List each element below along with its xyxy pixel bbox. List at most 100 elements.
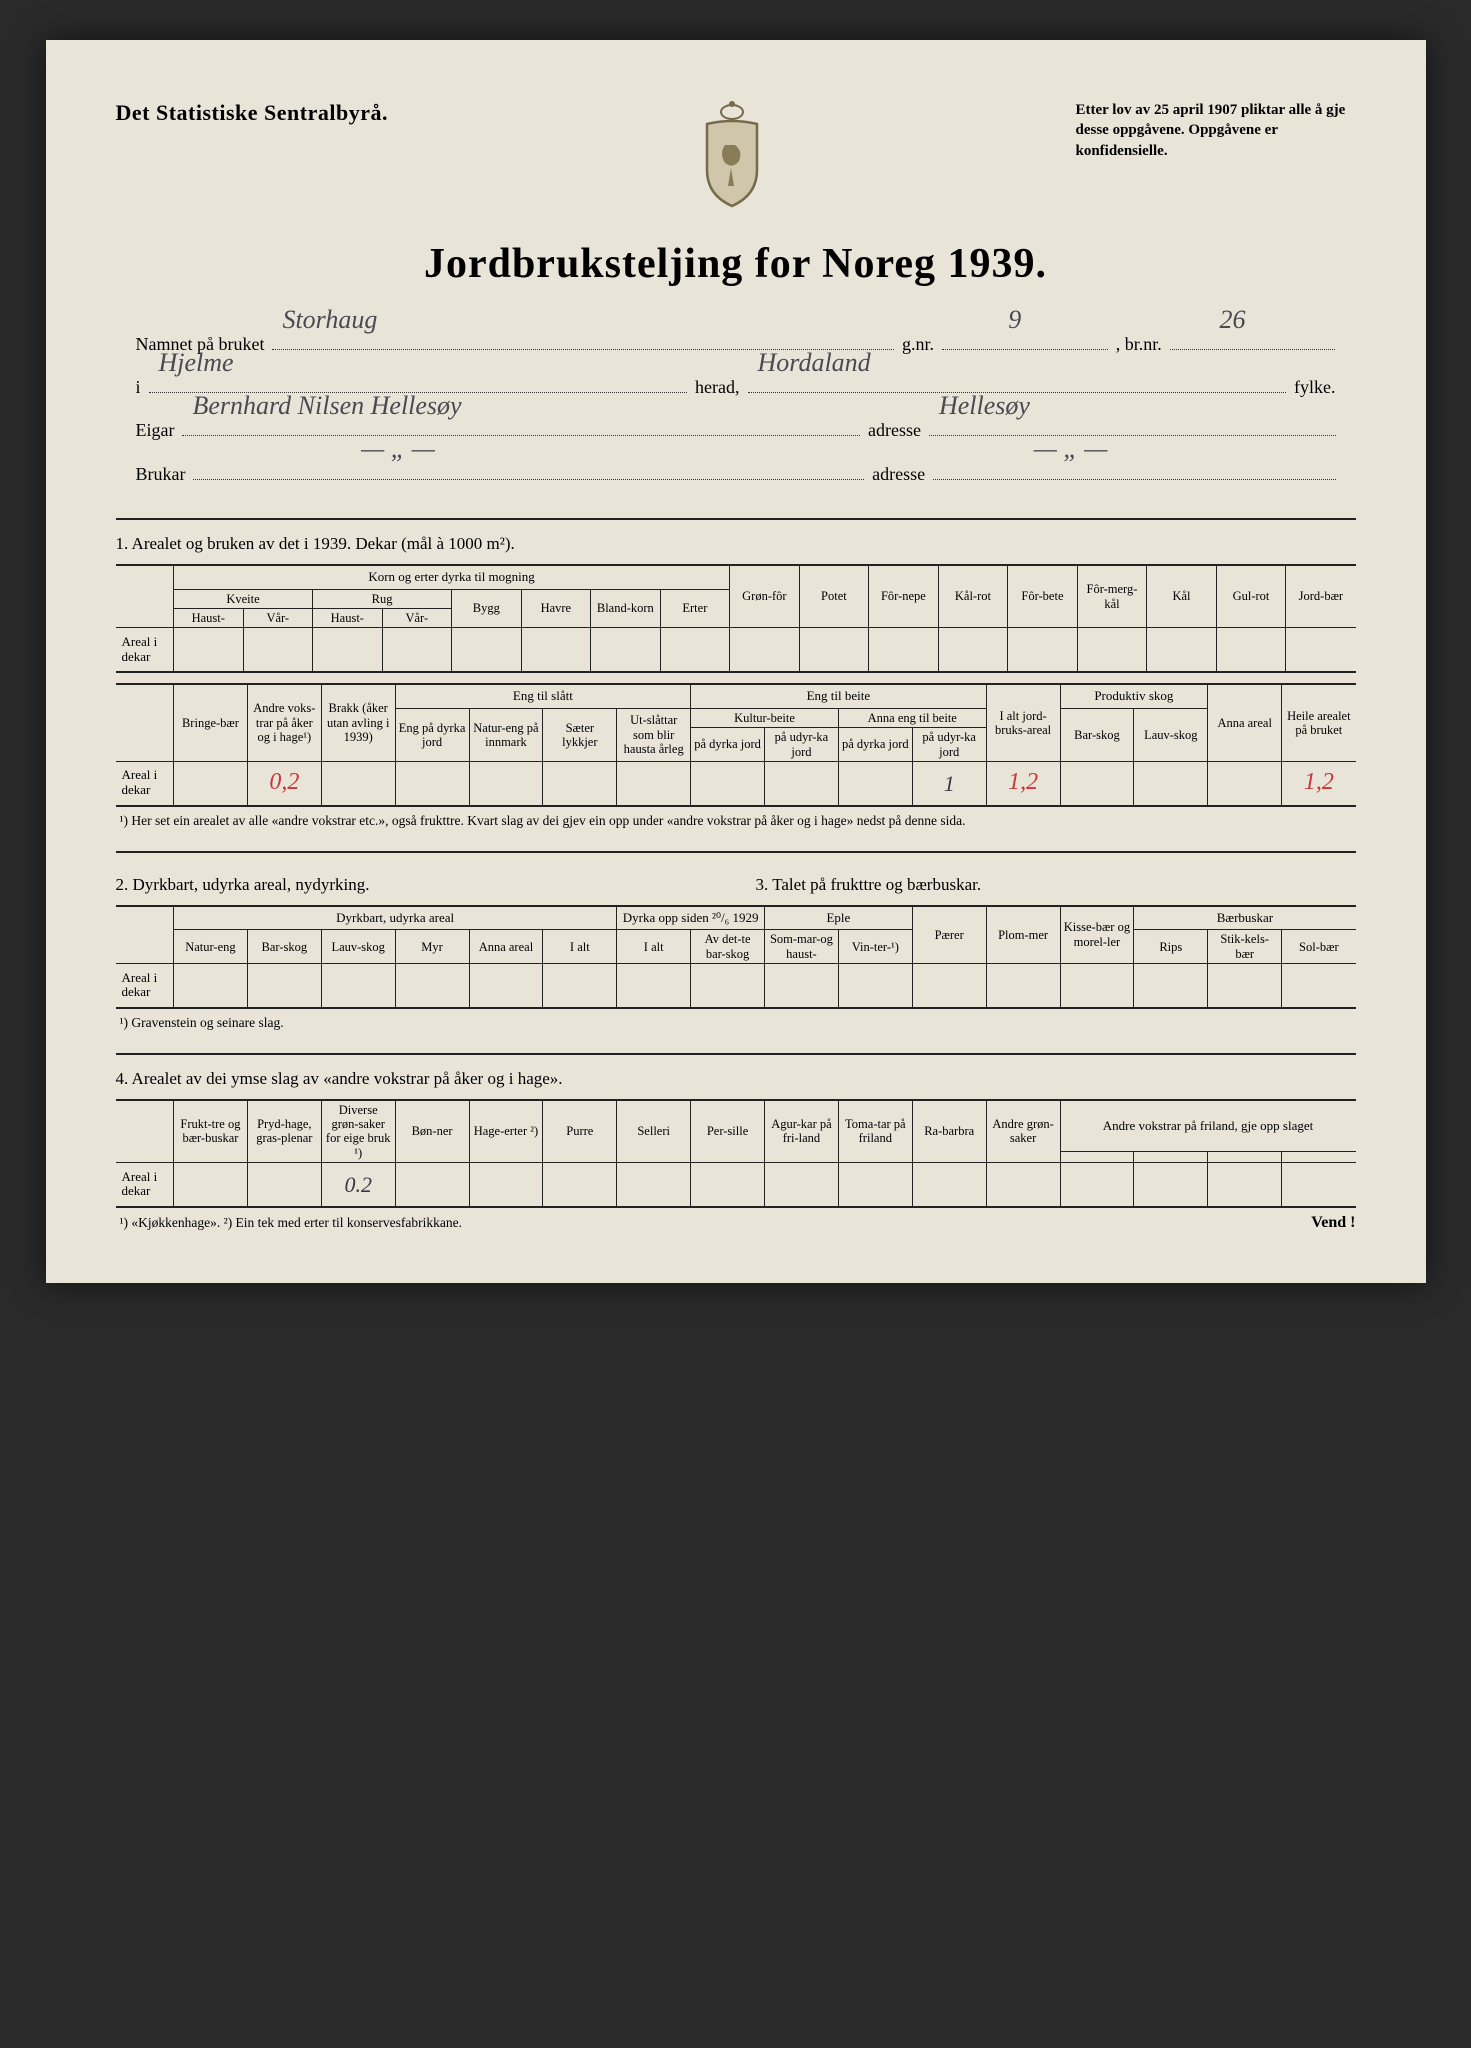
th-fri3 [1208,1152,1282,1163]
th-rabarbra: Ra-barbra [912,1100,986,1163]
field-brnr: 26 [1170,330,1336,350]
label-herad: herad, [695,366,739,409]
s4-footnote: ¹) «Kjøkkenhage». ²) Ein tek med erter t… [120,1215,462,1231]
th-fornepe: Fôr-nepe [869,565,939,628]
th-gronfor: Grøn-fôr [730,565,800,628]
th-haust2: Haust- [313,609,383,628]
th-lauvskog: Lauv-skog [1134,708,1208,761]
s1-footnote: ¹) Her set ein arealet av alle «andre vo… [120,813,1356,829]
th-kb-udyrka: på udyr-ka jord [765,728,839,762]
identity-block: Namnet på bruket Storhaug g.nr. 9 , br.n… [116,323,1356,496]
th-var1: Vår- [243,609,313,628]
label-gnr: g.nr. [902,323,934,366]
th-bringebar: Bringe-bær [174,684,248,762]
th-formergkal: Fôr-merg-kål [1077,565,1147,628]
th-engslatt: Eng til slått [395,684,691,708]
th-ialt2: I alt [543,930,617,964]
th-barskog: Bar-skog [1060,708,1134,761]
th-kalrot: Kål-rot [938,565,1008,628]
field-eigar: Bernhard Nilsen Hellesøy [182,417,860,437]
th-sommar: Som-mar-og haust- [765,930,839,964]
th-parer: Pærer [912,906,986,964]
label-adresse2: adresse [872,453,925,496]
th-pryd: Pryd-hage, gras-plenar [247,1100,321,1163]
th-haust1: Haust- [174,609,244,628]
label-brukar: Brukar [136,453,186,496]
th-myr: Myr [395,930,469,964]
th-fri2 [1134,1152,1208,1163]
th-oppialt: I alt [617,930,691,964]
th-kulturbeite: Kultur-beite [691,708,839,727]
s1-table-b: Bringe-bær Andre voks-trar på åker og i … [116,683,1356,807]
th-natureng: Natur-eng på innmark [469,708,543,761]
th-ab-udyrka: på udyr-ka jord [912,728,986,762]
th-korn: Korn og erter dyrka til mogning [174,565,730,589]
th-hageerter: Hage-erter ²) [469,1100,543,1163]
label-eigar: Eigar [136,409,175,452]
th-dyrk: Dyrkbart, udyrka areal [174,906,617,930]
th-annabeite: Anna eng til beite [838,708,986,727]
th-rips: Rips [1134,930,1208,964]
s2s3-table: Dyrkbart, udyrka areal Dyrka opp siden ²… [116,905,1356,1009]
th-oppbar: Av det-te bar-skog [691,930,765,964]
label-brnr: , br.nr. [1116,323,1162,366]
header: Det Statistiske Sentralbyrå. Etter lov a… [116,100,1356,210]
s4-table: Frukt-tre og bær-buskar Pryd-hage, gras-… [116,1099,1356,1208]
s1-table-a: Korn og erter dyrka til mogning Grøn-fôr… [116,564,1356,673]
s3-heading: 3. Talet på frukttre og bærbuskar. [756,875,1356,895]
s2-footnote: ¹) Gravenstein og seinare slag. [120,1015,1356,1031]
field-adresse2: — „ — [933,460,1335,480]
th-opp: Dyrka opp siden ²⁰/₆ 1929 [617,906,765,930]
th-sol: Sol-bær [1282,930,1356,964]
th-annaareal: Anna areal [1208,684,1282,762]
th-selleri: Selleri [617,1100,691,1163]
th-eple: Eple [765,906,913,930]
field-brukar: — „ — [193,460,864,480]
th-fri1 [1060,1152,1134,1163]
val-andre: 0,2 [269,769,299,795]
th-barbuskar: Bærbuskar [1134,906,1356,930]
rowlabel-1a: Areal i dekar [116,628,174,672]
coat-of-arms [687,100,777,210]
th-stik: Stik-kels-bær [1208,930,1282,964]
page-title: Jordbruksteljing for Noreg 1939. [116,240,1356,288]
field-adresse1: Hellesøy [929,417,1336,437]
th-lauvskog2: Lauv-skog [321,930,395,964]
th-brakk: Brakk (åker utan avling i 1939) [321,684,395,762]
th-saeter: Sæter lykkjer [543,708,617,761]
th-fri4 [1282,1152,1356,1163]
s1-heading: 1. Arealet og bruken av det i 1939. Deka… [116,534,1356,554]
th-tomat: Toma-tar på friland [838,1100,912,1163]
field-gnr: 9 [942,330,1108,350]
th-andre: Andre voks-trar på åker og i hage¹) [247,684,321,762]
th-kveite: Kveite [174,589,313,608]
label-i: i [136,366,141,409]
census-form-page: Det Statistiske Sentralbyrå. Etter lov a… [46,40,1426,1283]
th-bonner: Bøn-ner [395,1100,469,1163]
label-fylke: fylke. [1294,366,1335,409]
th-erter: Erter [660,589,730,628]
th-agurk: Agur-kar på fri-land [765,1100,839,1163]
rowlabel-1b: Areal i dekar [116,762,174,806]
th-ab-dyrka: på dyrka jord [838,728,912,762]
th-forbete: Fôr-bete [1008,565,1078,628]
th-utslattar: Ut-slåttar som blir hausta årleg [617,708,691,761]
s2-heading: 2. Dyrkbart, udyrka areal, nydyrking. [116,875,716,895]
th-natureng2: Natur-eng [174,930,248,964]
vend-label: Vend ! [1311,1214,1355,1232]
th-barskog2: Bar-skog [247,930,321,964]
val-diverse: 0.2 [344,1172,372,1197]
th-anna2: Anna areal [469,930,543,964]
th-jordbar: Jord-bær [1286,565,1356,628]
val-anna-udyrka: 1 [944,771,955,796]
th-gulrot: Gul-rot [1216,565,1286,628]
th-heile: Heile arealet på bruket [1282,684,1356,762]
label-adresse1: adresse [868,409,921,452]
th-rug: Rug [313,589,452,608]
th-plommer: Plom-mer [986,906,1060,964]
th-blandkorn: Bland-korn [591,589,661,628]
th-diverse: Diverse grøn-saker for eige bruk ¹) [321,1100,395,1163]
th-kisse: Kisse-bær og morel-ler [1060,906,1134,964]
th-bygg: Bygg [452,589,522,628]
th-engdyrka: Eng på dyrka jord [395,708,469,761]
